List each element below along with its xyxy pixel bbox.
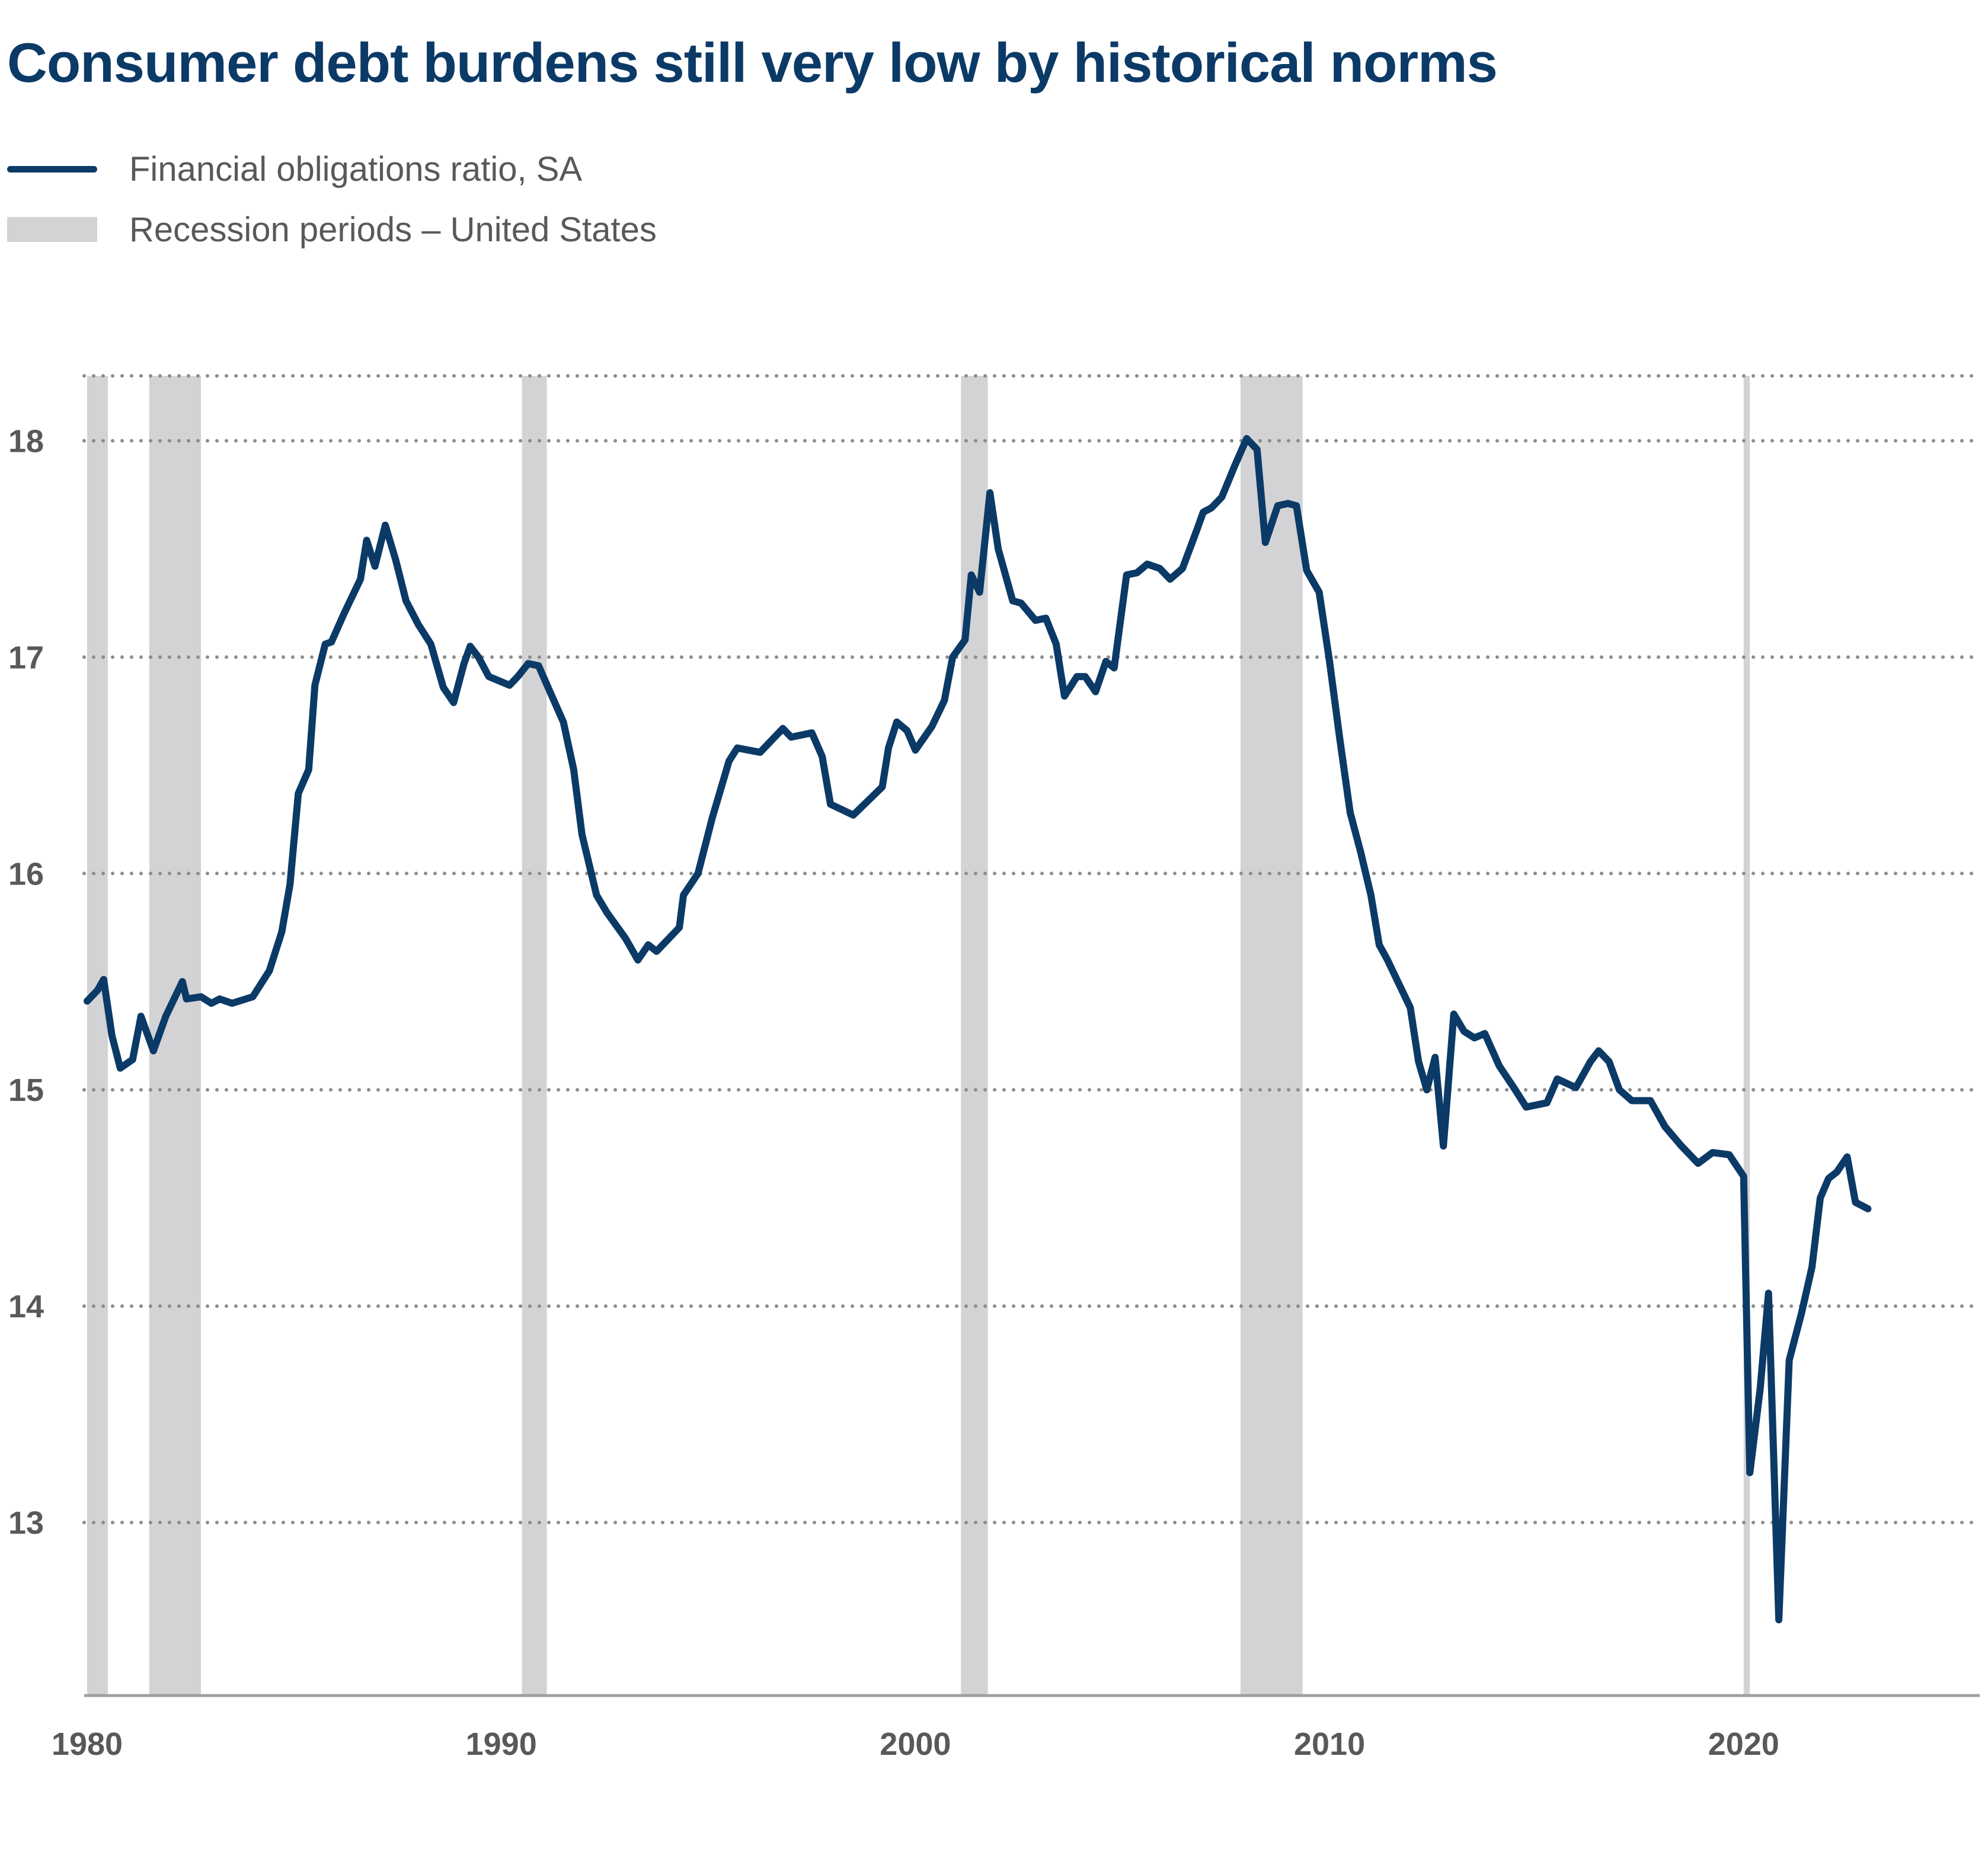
y-tick-label-15: 15 [8,1072,44,1108]
legend-recession-swatch [7,217,97,242]
recession-band-5 [1240,376,1303,1696]
legend-recession-label: Recession periods – United States [129,210,657,249]
x-tick-label-2000: 2000 [880,1726,951,1762]
grid-layer [82,374,1981,1525]
y-tick-label-13: 13 [8,1505,44,1541]
y-tick-labels: 13 14 15 16 17 18 [8,423,44,1541]
x-tick-label-2020: 2020 [1708,1726,1779,1762]
recession-layer [87,376,1750,1696]
recession-band-6 [1743,376,1750,1696]
y-tick-label-16: 16 [8,856,44,892]
y-tick-label-14: 14 [8,1289,44,1324]
recession-band-4 [961,376,988,1696]
legend-item-line: Financial obligations ratio, SA [7,148,582,190]
y-tick-label-18: 18 [8,423,44,459]
chart-title: Consumer debt burdens still very low by … [7,31,1498,94]
series-line-1 [84,435,1872,1624]
legend-line-swatch [7,165,97,173]
x-tick-label-1990: 1990 [466,1726,537,1762]
x-tick-labels: 1980 1990 2000 2010 2020 [52,1726,1779,1762]
legend-item-recession: Recession periods – United States [7,209,657,250]
series-layer [84,435,1872,1624]
legend-line-label: Financial obligations ratio, SA [129,149,583,189]
x-tick-label-1980: 1980 [52,1726,123,1762]
recession-band-1 [87,376,108,1696]
y-tick-label-17: 17 [8,640,44,675]
recession-band-3 [522,376,547,1696]
x-tick-label-2010: 2010 [1294,1726,1365,1762]
